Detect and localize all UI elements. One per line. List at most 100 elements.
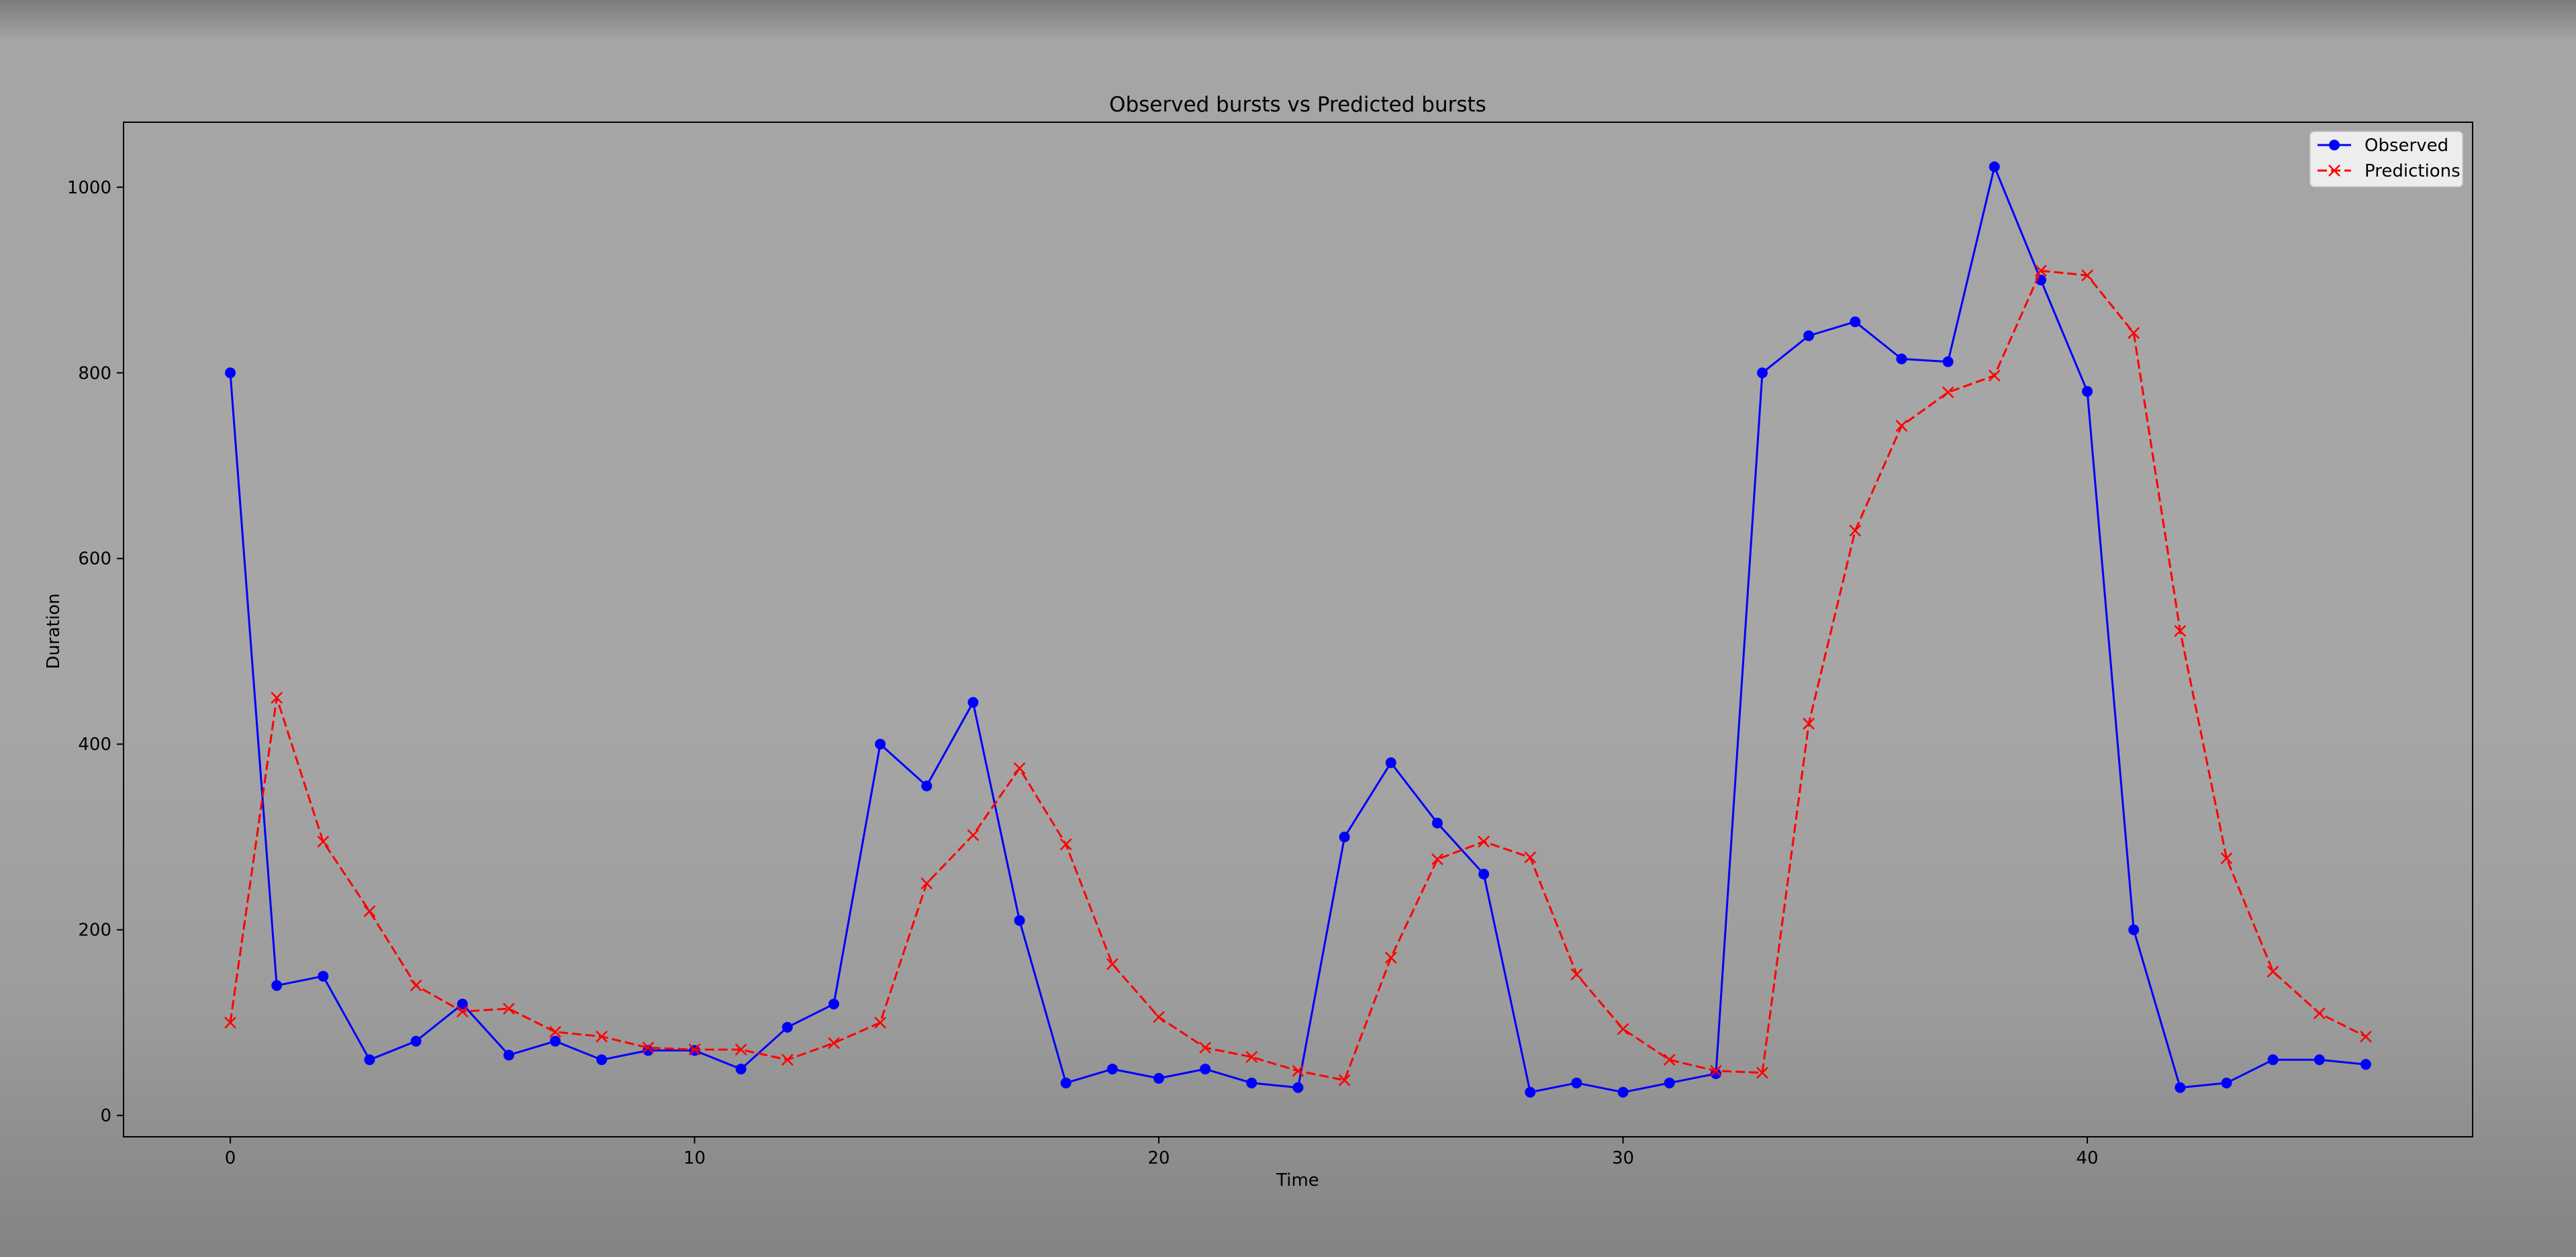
predictions-point: [1013, 762, 1026, 775]
predictions-point: [1709, 1064, 1722, 1077]
predictions-point: [828, 1037, 840, 1050]
predictions-point: [1384, 951, 1397, 964]
observed-point: [781, 1021, 793, 1033]
observed-line: [229, 165, 2367, 1094]
predictions-point: [1617, 1023, 1629, 1035]
observed-point: [1757, 367, 1768, 379]
predictions-point: [1478, 835, 1490, 848]
observed-point: [2082, 385, 2093, 397]
observed-point: [2128, 924, 2140, 935]
x-axis-label: Time: [1276, 1170, 1319, 1191]
observed-point: [1617, 1086, 1629, 1098]
predictions-line: [229, 269, 2367, 1082]
observed-point: [1942, 356, 1954, 367]
observed-point: [1803, 330, 1815, 341]
predictions-point: [2267, 966, 2279, 978]
predictions-point: [1245, 1051, 1258, 1063]
observed-point: [1571, 1077, 1582, 1088]
predictions-point: [224, 1017, 236, 1029]
predictions-point: [549, 1025, 561, 1038]
predictions-point: [1803, 717, 1815, 730]
predictions-point: [363, 905, 376, 917]
predictions-point: [1153, 1011, 1165, 1023]
observed-point: [2267, 1054, 2279, 1066]
observed-point: [225, 367, 236, 379]
observed-point: [1850, 316, 1861, 328]
x-tick-label: 40: [2077, 1148, 2099, 1168]
predictions-point: [1895, 420, 1908, 432]
predictions-point: [1570, 968, 1583, 980]
observed-point: [503, 1050, 514, 1061]
observed-point: [967, 697, 979, 708]
observed-point: [1525, 1086, 1536, 1098]
predictions-point: [642, 1041, 655, 1054]
observed-point: [875, 739, 886, 750]
observed-point: [1431, 817, 1443, 829]
predictions-point: [317, 835, 330, 848]
y-axis-label: Duration: [44, 594, 64, 669]
x-tick-label: 0: [225, 1148, 236, 1168]
predictions-point: [781, 1054, 794, 1066]
observed-point: [457, 998, 468, 1010]
x-tick-label: 20: [1148, 1148, 1170, 1168]
observed-point: [1060, 1077, 1071, 1088]
observed-point: [2175, 1082, 2186, 1093]
predictions-point: [688, 1043, 701, 1056]
observed-point: [1200, 1064, 1211, 1075]
series-observed: [225, 161, 2371, 1098]
predictions-point: [1849, 524, 1862, 537]
predictions-point: [2174, 624, 2187, 637]
observed-point: [1385, 757, 1396, 768]
legend-marker-observed: [2329, 140, 2340, 150]
predictions-point: [874, 1017, 887, 1029]
y-tick-label: 200: [78, 921, 111, 941]
series-predictions: [224, 265, 2372, 1086]
predictions-point: [1059, 838, 1072, 851]
observed-point: [2221, 1077, 2232, 1088]
observed-point: [1478, 868, 1490, 880]
predictions-point: [503, 1003, 515, 1015]
predictions-point: [456, 1005, 469, 1018]
observed-point: [596, 1054, 608, 1066]
predictions-point: [1524, 851, 1537, 864]
y-tick-label: 1000: [67, 178, 111, 198]
series-layer: [224, 161, 2372, 1098]
predictions-point: [1988, 369, 2001, 382]
observed-point: [1014, 915, 1025, 926]
predictions-point: [1106, 958, 1118, 970]
legend-marker-predictions: [2328, 165, 2340, 177]
y-tick-label: 400: [78, 735, 111, 755]
observed-point: [410, 1035, 422, 1047]
chart-title: Observed bursts vs Predicted bursts: [1109, 93, 1486, 117]
observed-point: [1292, 1082, 1304, 1093]
legend-label-predictions: Predictions: [2365, 161, 2461, 181]
observed-point: [1153, 1072, 1165, 1084]
legend-entry-observed: Observed: [2318, 136, 2448, 156]
predictions-point: [1942, 386, 1954, 399]
y-axis: 0 200 400 600 800 1000: [67, 178, 124, 1126]
legend-entry-predictions: Predictions: [2318, 161, 2461, 181]
plot-area: [123, 122, 2473, 1137]
observed-point: [921, 780, 933, 792]
observed-point: [364, 1054, 375, 1066]
observed-point: [735, 1064, 747, 1075]
predictions-point: [2081, 269, 2093, 281]
observed-point: [1989, 161, 2000, 173]
predictions-point: [1338, 1074, 1351, 1086]
predictions-point: [1756, 1066, 1768, 1079]
observed-point: [2313, 1054, 2325, 1066]
predictions-point: [2128, 326, 2140, 339]
x-axis: 0 10 20 30 40: [225, 1137, 2099, 1168]
observed-point: [1896, 353, 1907, 365]
predictions-point: [1663, 1054, 1676, 1066]
observed-point: [271, 980, 283, 991]
predictions-point: [920, 877, 933, 890]
predictions-point: [1431, 853, 1443, 866]
observed-point: [550, 1035, 561, 1047]
legend-label-observed: Observed: [2365, 136, 2448, 156]
y-tick-label: 0: [100, 1106, 111, 1126]
x-tick-label: 30: [1612, 1148, 1634, 1168]
legend: Observed Predictions: [2309, 131, 2463, 187]
predictions-point: [1199, 1041, 1212, 1054]
